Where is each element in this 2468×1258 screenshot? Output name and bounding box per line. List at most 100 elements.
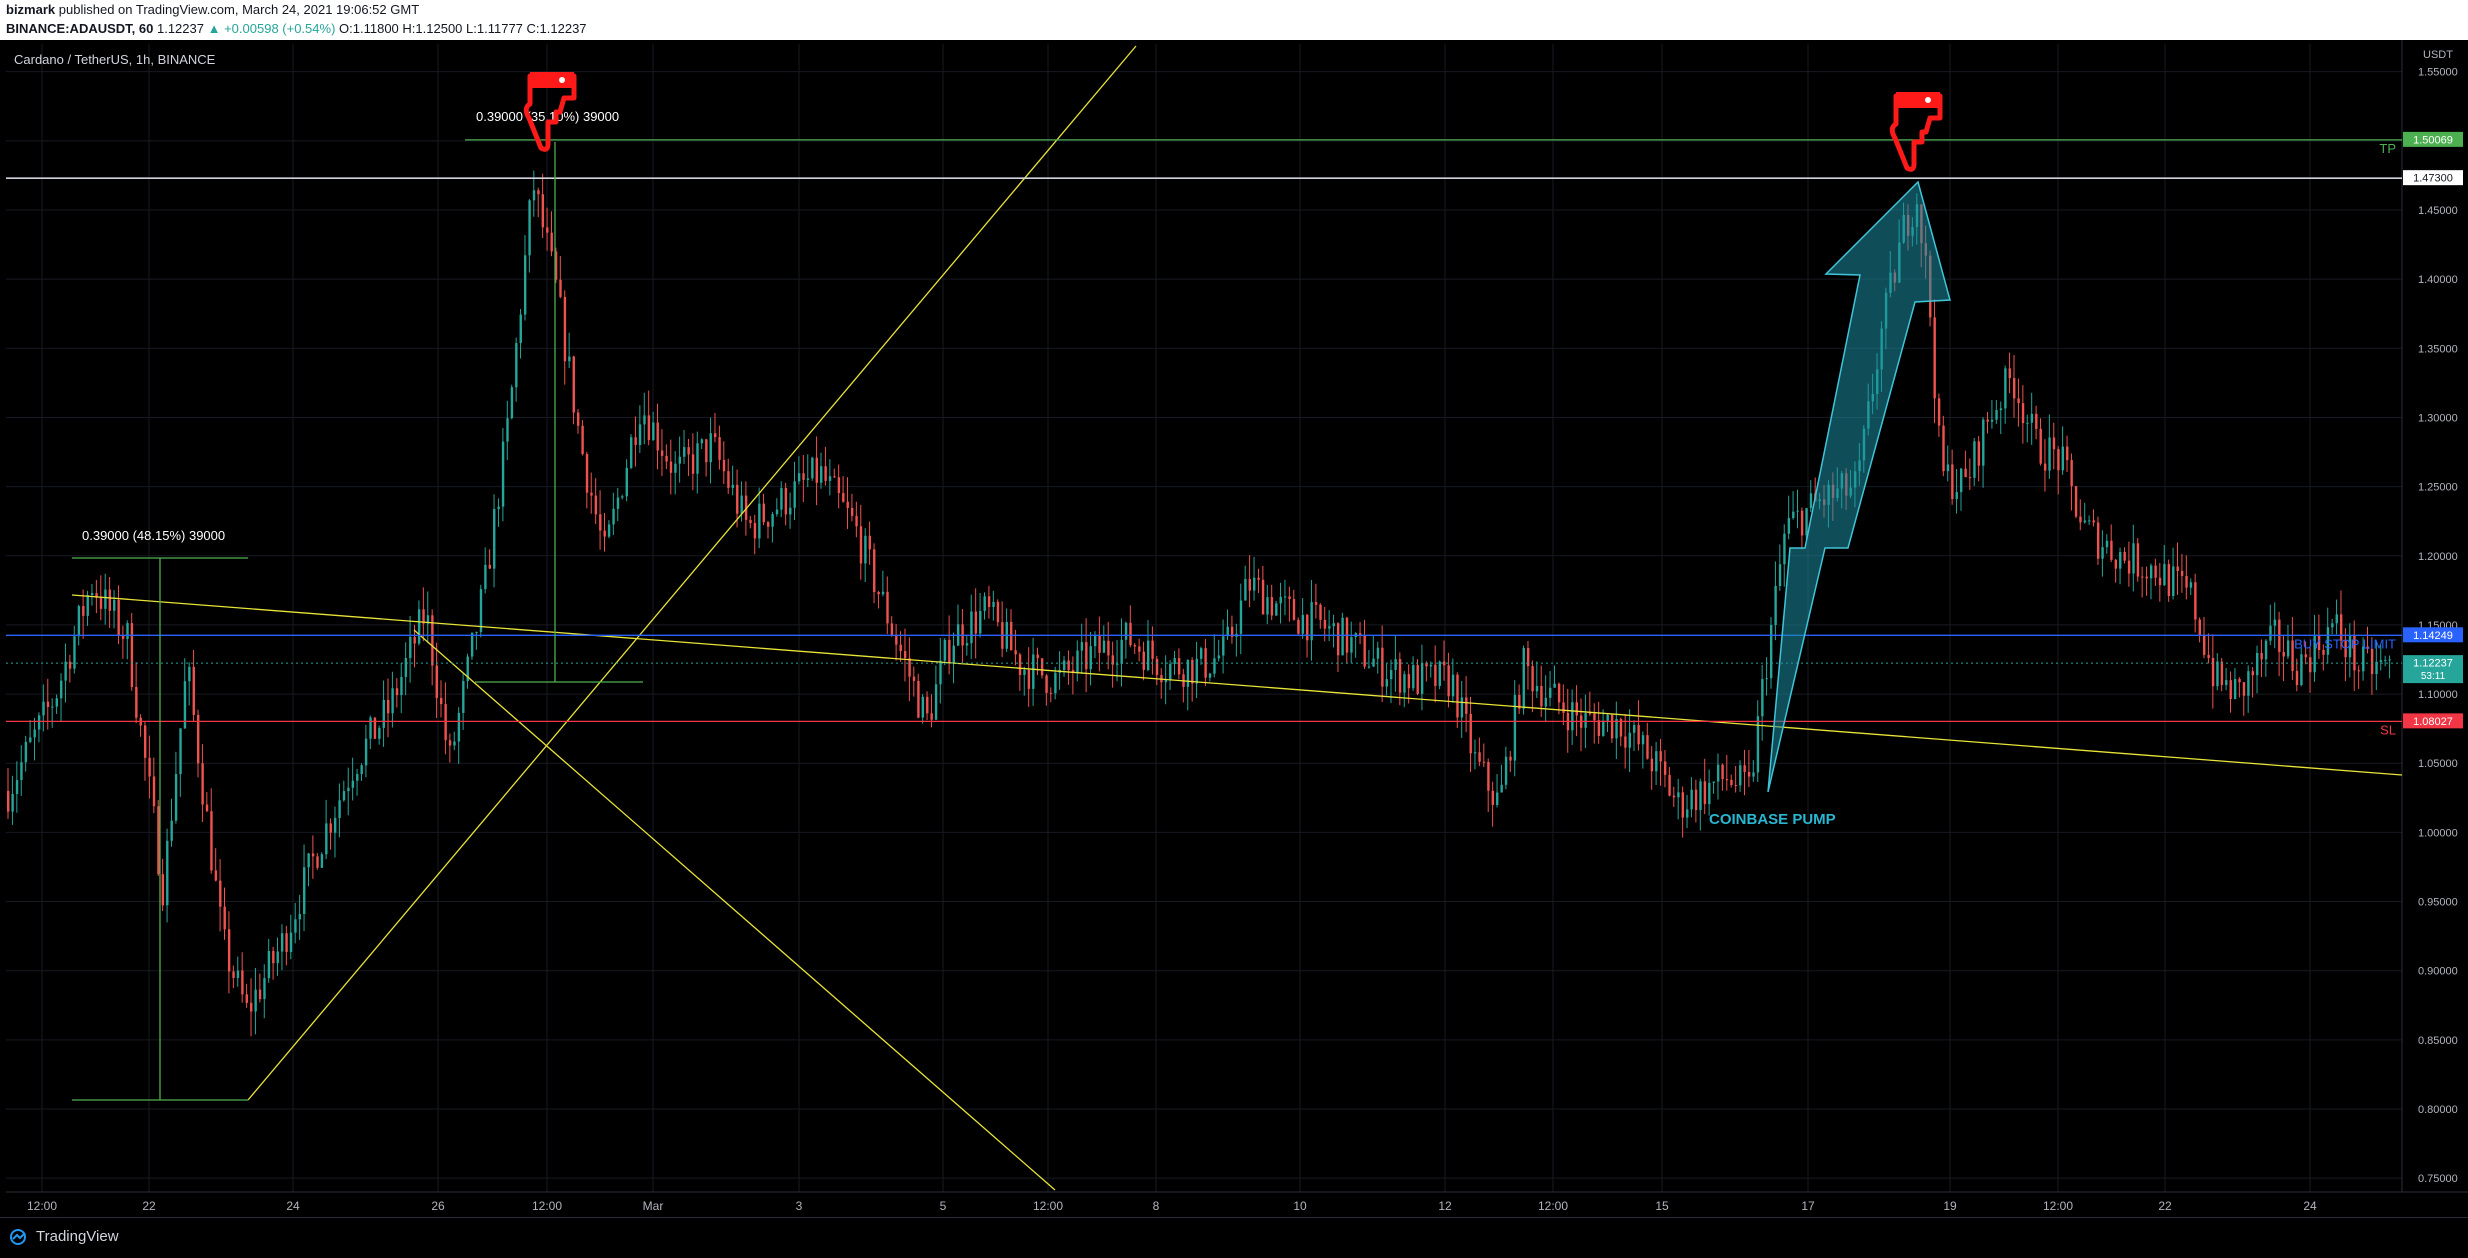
candle-body xyxy=(1045,675,1048,693)
candle-body xyxy=(970,611,973,644)
candle-body xyxy=(1425,662,1428,667)
candle-body xyxy=(479,589,483,633)
candle-body xyxy=(1478,752,1481,762)
candle-body xyxy=(979,610,982,634)
candle-body xyxy=(1549,687,1552,698)
candle-body xyxy=(828,476,832,481)
candle-body xyxy=(806,478,810,480)
candle-body xyxy=(1301,614,1305,634)
candle-body xyxy=(1496,792,1499,805)
price-chart[interactable]: USDT1.550001.500001.450001.400001.350001… xyxy=(0,40,2468,1217)
high-value: H:1.12500 xyxy=(402,21,463,36)
candle-body xyxy=(1297,619,1300,634)
candle-body xyxy=(258,989,262,1000)
candle-body xyxy=(2017,398,2020,404)
candle-body xyxy=(360,765,363,775)
candle-body xyxy=(1367,666,1371,668)
candle-body xyxy=(576,412,580,426)
y-tick-label: 0.95000 xyxy=(2418,897,2458,909)
candle-body xyxy=(2225,680,2228,685)
candle-body xyxy=(2004,368,2007,409)
candle-body xyxy=(219,880,222,907)
candle-body xyxy=(744,495,748,520)
x-tick-label: 12 xyxy=(1438,1199,1452,1213)
candle-body xyxy=(1681,792,1685,818)
candle-body xyxy=(665,455,668,462)
x-tick-label: 5 xyxy=(940,1199,947,1213)
close-value: C:1.12237 xyxy=(526,21,587,36)
candle-body xyxy=(926,696,929,714)
x-tick-label: 15 xyxy=(1655,1199,1669,1213)
candle-body xyxy=(594,495,598,515)
tradingview-icon xyxy=(10,1228,26,1245)
candle-body xyxy=(643,415,646,425)
candle-body xyxy=(868,535,872,550)
price-level-value: 1.12237 xyxy=(2413,658,2453,670)
candle-body xyxy=(1765,678,1768,680)
candle-body xyxy=(603,530,606,537)
candle-body xyxy=(152,776,156,807)
candle-body xyxy=(2092,520,2095,523)
x-tick-label: 22 xyxy=(2158,1199,2172,1213)
candle-body xyxy=(1443,661,1446,666)
candle-body xyxy=(1208,673,1212,678)
candle-body xyxy=(2256,652,2259,676)
candle-body xyxy=(227,929,231,972)
candle-body xyxy=(1067,660,1070,671)
candle-body xyxy=(2357,670,2361,672)
candle-body xyxy=(148,757,151,777)
candle-body xyxy=(2119,552,2122,569)
candle-body xyxy=(607,524,611,537)
candle-body xyxy=(1332,623,1335,627)
candle-body xyxy=(2370,648,2374,674)
chart-area[interactable]: USDT1.550001.500001.450001.400001.350001… xyxy=(0,40,2468,1217)
y-tick-label: 0.75000 xyxy=(2418,1173,2458,1185)
y-tick-label: 0.90000 xyxy=(2418,966,2458,978)
candle-body xyxy=(683,447,686,457)
candle-body xyxy=(356,774,359,781)
candle-body xyxy=(638,424,642,445)
candle-body xyxy=(1124,622,1128,640)
x-tick-label: 22 xyxy=(142,1199,156,1213)
candle-body xyxy=(784,488,788,515)
candle-body xyxy=(1606,714,1609,721)
candle-body xyxy=(320,854,324,868)
candle-body xyxy=(2013,378,2016,399)
candle-body xyxy=(395,688,399,696)
candle-body xyxy=(2322,650,2325,655)
candle-body xyxy=(386,699,390,714)
candle-body xyxy=(1213,658,1216,674)
candle-body xyxy=(1191,659,1194,684)
candle-body xyxy=(1937,398,1941,426)
candle-body xyxy=(2216,661,2219,687)
candle-body xyxy=(382,699,385,728)
tradingview-logo[interactable]: TradingView xyxy=(8,1228,119,1245)
candle-body xyxy=(82,606,85,616)
y-tick-label: 0.80000 xyxy=(2418,1104,2458,1116)
candle-body xyxy=(400,677,403,696)
bar-countdown: 53:11 xyxy=(2421,671,2446,682)
candle-body xyxy=(2242,682,2246,696)
candle-body xyxy=(104,589,107,609)
candle-body xyxy=(298,914,302,920)
candle-body xyxy=(727,471,730,488)
candle-body xyxy=(1328,626,1331,629)
candle-body xyxy=(568,356,571,362)
publisher-name[interactable]: bizmark xyxy=(6,2,56,17)
candle-body xyxy=(886,591,889,624)
candle-body xyxy=(196,714,200,764)
candle-body xyxy=(1407,674,1411,689)
candle-body xyxy=(1133,645,1137,647)
x-tick-label: 12:00 xyxy=(1538,1199,1568,1213)
candle-body xyxy=(740,495,743,514)
candle-body xyxy=(1752,772,1755,777)
candle-body xyxy=(285,933,288,952)
candle-body xyxy=(590,492,593,496)
candle-body xyxy=(1659,751,1662,762)
candle-body xyxy=(1412,665,1415,689)
candle-body xyxy=(254,989,257,1012)
candle-body xyxy=(55,698,59,707)
candle-body xyxy=(895,634,898,645)
candle-body xyxy=(939,660,942,685)
candle-body xyxy=(850,507,854,516)
